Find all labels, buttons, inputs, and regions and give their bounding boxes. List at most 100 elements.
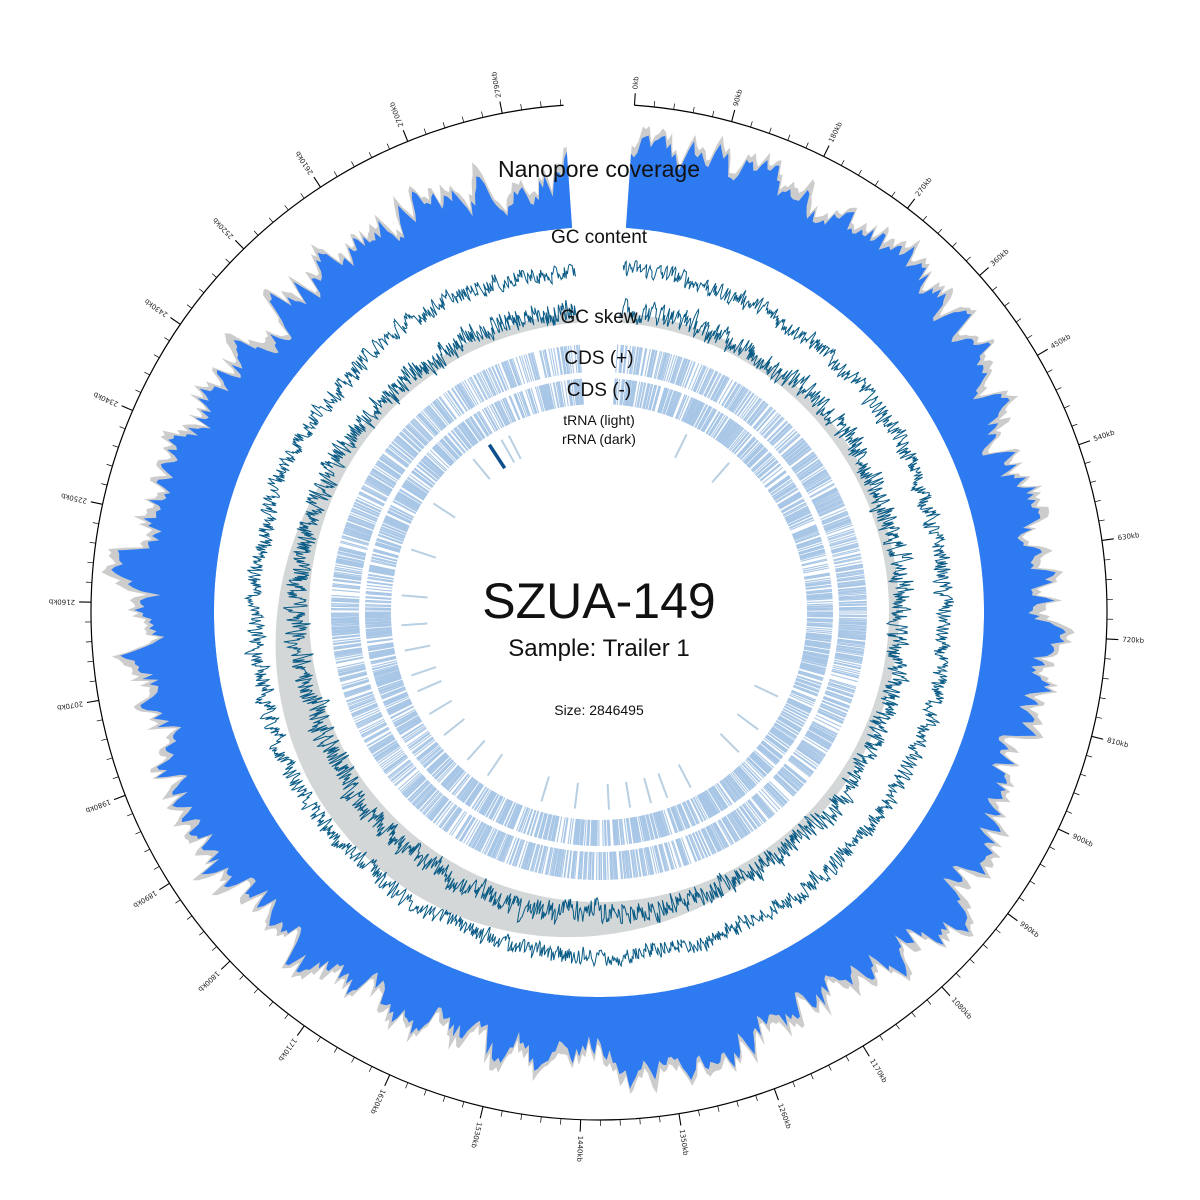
major-tick-label: 540kb [1092, 428, 1116, 443]
minor-tick [333, 1047, 338, 1053]
sample-label: Sample: Trailer 1 [508, 635, 689, 662]
minor-tick [653, 100, 656, 108]
minor-tick [698, 1110, 700, 1117]
major-tick-label: 180kb [827, 120, 844, 144]
minor-tick [805, 142, 809, 149]
minor-tick [755, 1095, 758, 1102]
major-tick-label: 90kb [732, 88, 744, 107]
major-tick [384, 1074, 391, 1087]
major-tick-label: 1710kb [276, 1036, 298, 1063]
minor-tick [1026, 334, 1033, 339]
minor-tick [101, 483, 108, 486]
minor-tick [317, 1036, 321, 1043]
minor-tick [153, 354, 160, 358]
coverage-track-label: Nanopore coverage [498, 156, 700, 182]
minor-tick [87, 660, 94, 663]
minor-tick [405, 1082, 409, 1089]
minor-tick [926, 999, 932, 1005]
cds-plus-ring [330, 344, 868, 881]
cds-minus-ring-marks [364, 378, 834, 847]
minor-tick [845, 1055, 850, 1062]
minor-tick [736, 1100, 739, 1107]
minor-tick [540, 1116, 542, 1123]
minor-tick [673, 103, 675, 110]
minor-tick [1102, 677, 1109, 680]
minor-tick [1039, 863, 1046, 868]
minor-tick [840, 160, 845, 166]
minor-tick [253, 988, 259, 994]
minor-tick [982, 944, 988, 949]
scale-axis [90, 104, 1108, 1121]
minor-tick [969, 958, 975, 964]
minor-tick [520, 103, 522, 110]
minor-tick [1104, 559, 1111, 561]
trna-mark [417, 680, 442, 693]
cds-plus-ring-marks [330, 344, 868, 881]
major-tick-label: 1350kb [678, 1129, 690, 1157]
minor-tick [351, 1057, 355, 1063]
trna-mark [657, 773, 669, 799]
trna-mark [573, 782, 579, 809]
minor-tick [112, 445, 119, 448]
major-tick-label: 0kb [632, 76, 641, 90]
minor-tick [96, 719, 103, 722]
trna-mark [719, 733, 740, 753]
minor-tick [858, 169, 862, 176]
major-tick-label: 2340kb [92, 390, 120, 408]
major-tick [1058, 828, 1070, 835]
major-tick [499, 101, 503, 114]
minor-tick [368, 1066, 373, 1072]
trna-mark [428, 699, 453, 715]
genome-size-label: Size: 2846495 [554, 702, 644, 718]
major-tick [296, 1025, 305, 1036]
major-tick [731, 109, 736, 122]
minor-tick [659, 1116, 661, 1123]
major-tick-label: 900kb [1071, 832, 1095, 849]
minor-tick [1098, 519, 1105, 522]
minor-tick [239, 974, 245, 980]
minor-tick [1018, 897, 1025, 902]
trna-rrna-ring [401, 433, 779, 810]
minor-tick [135, 831, 142, 835]
minor-tick [268, 1001, 274, 1007]
gc-skew-line [282, 298, 915, 925]
minor-tick [895, 1023, 900, 1030]
minor-tick [768, 127, 772, 134]
minor-tick [1073, 792, 1080, 796]
minor-tick [368, 152, 373, 158]
minor-tick [89, 680, 96, 683]
major-tick-label: 2700kb [388, 100, 406, 128]
minor-tick [186, 915, 193, 920]
minor-tick [995, 929, 1001, 934]
minor-tick [1004, 302, 1010, 307]
trna-mark [401, 594, 428, 599]
minor-tick [101, 738, 108, 741]
minor-tick [333, 171, 338, 177]
major-tick [862, 1045, 870, 1057]
trna-mark [625, 781, 632, 808]
trna-mark [472, 458, 491, 480]
minor-tick [965, 256, 971, 262]
major-tick-label: 1620kb [368, 1088, 386, 1116]
minor-tick [874, 180, 879, 186]
minor-tick [500, 1110, 503, 1117]
major-tick-label: 450kb [1049, 332, 1072, 350]
minor-tick [351, 161, 355, 167]
major-tick-label: 1980kb [84, 797, 112, 814]
minor-tick [692, 106, 695, 113]
minor-tick [300, 193, 305, 199]
major-tick [1007, 913, 1018, 922]
major-tick [1091, 735, 1104, 740]
major-tick [159, 882, 170, 891]
minor-tick [540, 101, 542, 108]
minor-tick [1099, 697, 1106, 700]
minor-tick [1055, 387, 1062, 391]
trna-mark [410, 548, 437, 559]
minor-tick [1084, 461, 1091, 464]
major-tick-label: 1530kb [469, 1121, 483, 1149]
trna-mark [443, 718, 465, 736]
trna-mark [508, 435, 522, 460]
minor-tick [481, 111, 484, 118]
major-tick [479, 1106, 484, 1119]
